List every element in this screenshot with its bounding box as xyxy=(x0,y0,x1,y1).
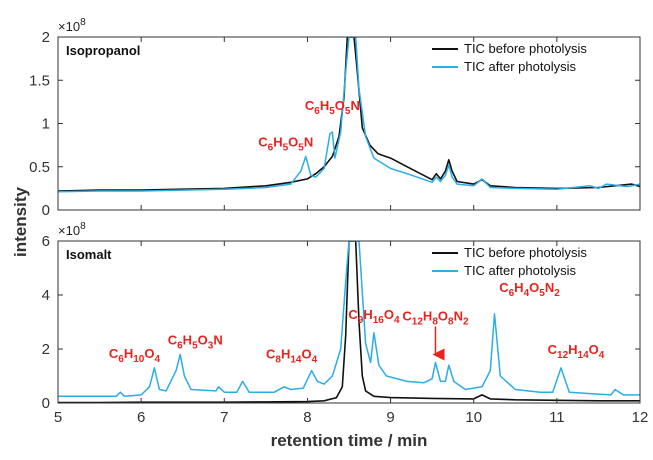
isomalt-series-before-line xyxy=(58,241,640,403)
isopropanol-series-after-line xyxy=(58,37,640,193)
isopropanol-panel-title: Isopropanol xyxy=(66,43,140,58)
isopropanol-y-tick-label: 0.5 xyxy=(29,159,50,176)
isopropanol-annotation-label: C6H5O5N xyxy=(305,98,360,117)
isomalt-legend-label: TIC after photolysis xyxy=(464,263,576,278)
isopropanol-legend-label: TIC after photolysis xyxy=(464,59,576,74)
isopropanol-y-tick-label: 1.5 xyxy=(29,72,50,89)
isomalt-annotation-label: C9H16O4 xyxy=(348,307,400,326)
isomalt-annotation-label: C6H5O3N xyxy=(168,332,223,351)
isopropanol-y-tick-label: 1 xyxy=(42,116,50,133)
isomalt-y-multiplier: ×108 xyxy=(58,221,86,238)
x-tick-label: 9 xyxy=(386,409,394,426)
isomalt-y-tick-label: 2 xyxy=(42,341,50,358)
isomalt-y-tick-label: 0 xyxy=(42,395,50,412)
x-tick-label: 6 xyxy=(137,409,145,426)
isomalt-annotation-label: C12H8O8N2 xyxy=(402,309,469,328)
isopropanol-y-multiplier: ×108 xyxy=(58,17,86,34)
x-tick-label: 7 xyxy=(220,409,228,426)
x-tick-label: 12 xyxy=(632,409,649,426)
isomalt-axes-frame xyxy=(57,240,641,404)
isomalt-legend-label: TIC before photolysis xyxy=(464,245,587,260)
isopropanol-y-tick-label: 0 xyxy=(42,202,50,219)
isomalt-annotation-label: C6H4O5N2 xyxy=(499,280,560,299)
isomalt-panel: 5 6 7 8 9 10 11 12 0 2 4 6 ×108 Isomalt TIC before pho… xyxy=(42,221,649,426)
x-axis-label: retention time / min xyxy=(271,431,428,450)
x-tick-label: 5 xyxy=(54,409,62,426)
isomalt-annotation-label: C6H10O4 xyxy=(109,346,161,365)
isomalt-series-after-line xyxy=(58,241,640,398)
x-tick-label: 8 xyxy=(303,409,311,426)
isomalt-panel-title: Isomalt xyxy=(66,247,112,262)
isopropanol-legend-label: TIC before photolysis xyxy=(464,41,587,56)
isopropanol-annotation-label: C6H5O5N xyxy=(258,134,313,153)
isopropanol-panel: 0 0.5 1 1.5 2 ×108 Isopropanol TIC before photo… xyxy=(29,17,641,219)
isomalt-y-tick-label: 6 xyxy=(42,233,50,250)
isopropanol-y-tick-label: 2 xyxy=(42,29,50,46)
x-tick-label: 11 xyxy=(549,409,565,426)
isomalt-y-tick-label: 4 xyxy=(42,287,50,304)
isomalt-annotation-label: C8H14O4 xyxy=(266,347,318,366)
x-tick-label: 10 xyxy=(465,409,482,426)
isomalt-annotation-label: C12H14O4 xyxy=(548,342,605,361)
y-axis-label: intensity xyxy=(11,187,30,257)
